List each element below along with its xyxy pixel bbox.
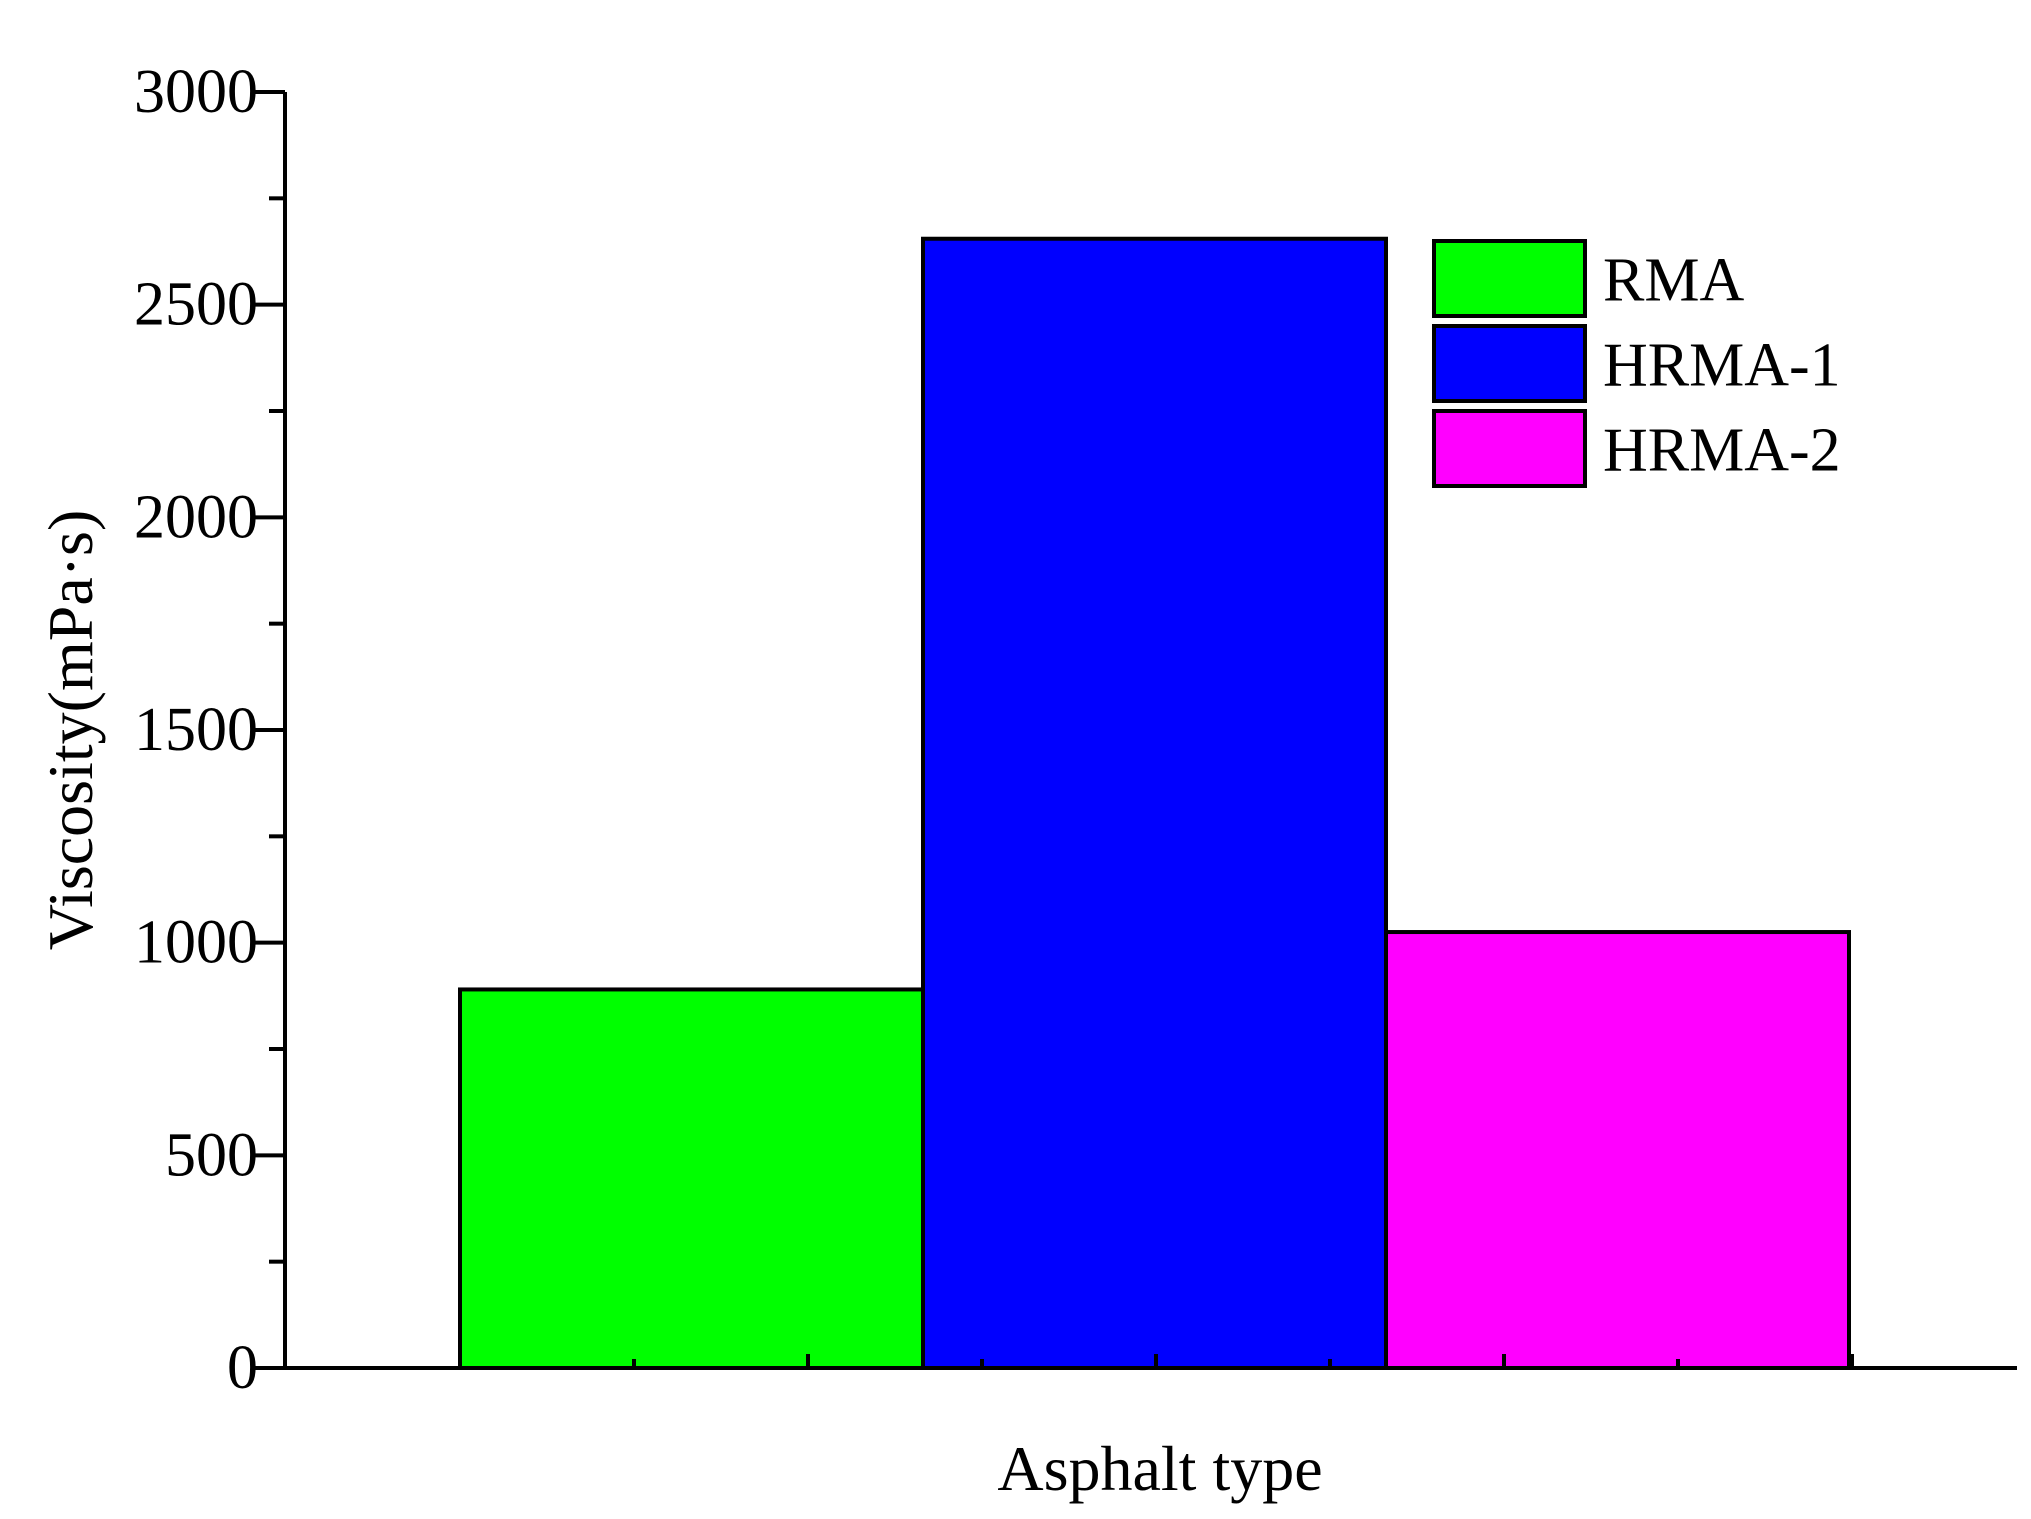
legend-swatch-hrma-1: [1432, 324, 1587, 403]
y-tick-label: 500: [165, 1121, 258, 1189]
y-ticks-group: 0 500 1000 1500 2000 2500 3000: [134, 58, 285, 1402]
y-tick-label: 1500: [134, 696, 258, 764]
y-tick-label: 1000: [134, 909, 258, 977]
y-tick-label: 3000: [134, 58, 258, 126]
bars-group: [458, 236, 1851, 1371]
legend: RMA HRMA-1 HRMA-2: [1432, 239, 1841, 488]
legend-swatch-hrma-2: [1432, 409, 1587, 488]
bar-rma: [458, 987, 925, 1370]
x-axis-title: Asphalt type: [997, 1433, 1322, 1504]
legend-swatch-rma: [1432, 239, 1587, 318]
bar-hrma-1: [921, 236, 1388, 1371]
legend-label-hrma-2: HRMA-2: [1603, 417, 1841, 485]
legend-label-rma: RMA: [1603, 247, 1744, 315]
y-tick-label: 2000: [134, 483, 258, 551]
x-ticks-group: [458, 1354, 1854, 1368]
y-tick-label: 2500: [134, 271, 258, 339]
y-axis-title: Viscosity(mPa·s): [35, 510, 106, 951]
y-tick-label: 0: [227, 1334, 258, 1402]
legend-label-hrma-1: HRMA-1: [1603, 332, 1841, 400]
bar-hrma-2: [1384, 930, 1851, 1370]
